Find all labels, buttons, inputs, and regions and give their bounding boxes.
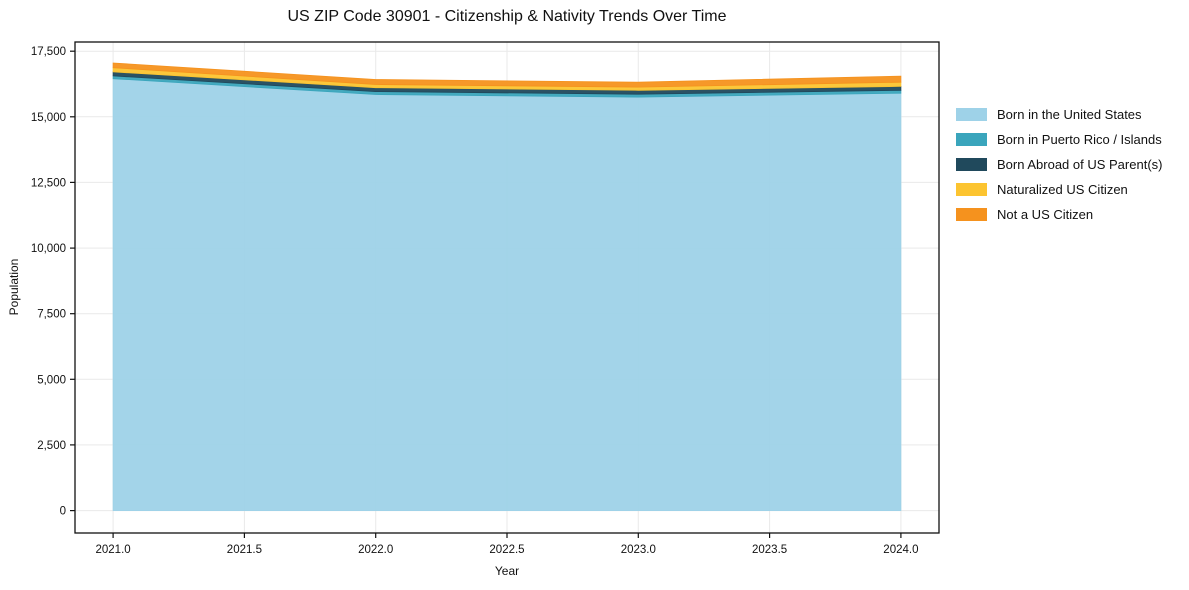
legend-label: Not a US Citizen	[997, 207, 1094, 222]
x-axis-label: Year	[494, 564, 520, 578]
y-tick-label: 2,500	[37, 440, 66, 452]
y-tick-label: 12,500	[31, 177, 66, 189]
x-tick-label: 2022.0	[358, 544, 393, 556]
y-tick-label: 5,000	[37, 374, 66, 386]
x-tick-label: 2024.0	[883, 544, 918, 556]
legend-swatch-icon	[956, 183, 987, 196]
area-series-1	[112, 78, 902, 512]
legend-label: Born in Puerto Rico / Islands	[997, 132, 1162, 147]
legend-item-2: Born in Puerto Rico / Islands	[956, 127, 1162, 152]
legend-label: Born Abroad of US Parent(s)	[997, 157, 1163, 172]
legend-item-5: Not a US Citizen	[956, 202, 1162, 227]
legend-swatch-icon	[956, 208, 987, 221]
y-tick-label: 7,500	[37, 309, 66, 321]
legend-label: Born in the United States	[997, 107, 1142, 122]
x-tick-label: 2023.0	[621, 544, 656, 556]
legend-item-1: Born in the United States	[956, 102, 1162, 127]
legend-swatch-icon	[956, 133, 987, 146]
y-tick-label: 15,000	[31, 112, 66, 124]
x-tick-label: 2022.5	[489, 544, 524, 556]
y-tick-label: 10,000	[31, 243, 66, 255]
legend-label: Naturalized US Citizen	[997, 182, 1128, 197]
x-tick-label: 2021.0	[96, 544, 131, 556]
y-tick-label: 17,500	[31, 46, 66, 58]
x-tick-label: 2023.5	[752, 544, 787, 556]
legend: Born in the United States Born in Puerto …	[956, 102, 1162, 227]
legend-item-3: Born Abroad of US Parent(s)	[956, 152, 1162, 177]
area-series-5	[112, 62, 902, 88]
chart-title: US ZIP Code 30901 - Citizenship & Nativi…	[287, 8, 727, 25]
legend-swatch-icon	[956, 108, 987, 121]
legend-item-4: Naturalized US Citizen	[956, 177, 1162, 202]
y-tick-label: 0	[60, 506, 66, 518]
x-tick-label: 2021.5	[227, 544, 262, 556]
legend-swatch-icon	[956, 158, 987, 171]
